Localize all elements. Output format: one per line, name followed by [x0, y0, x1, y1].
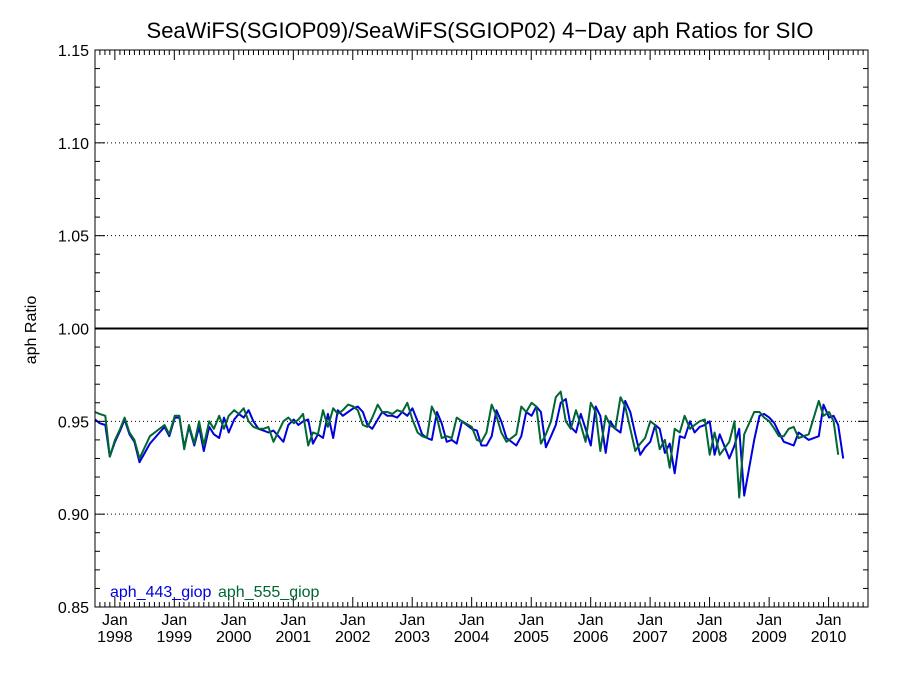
x-tick-year-label: 2008 — [692, 629, 728, 646]
x-tick-year-label: 2000 — [216, 629, 252, 646]
y-axis-label: aph Ratio — [23, 296, 40, 365]
x-tick-month-label: Jan — [221, 612, 247, 629]
y-tick-label: 1.00 — [58, 322, 89, 339]
y-axis-ticks: 0.85 0.90 0.95 1.00 1.05 1.10 1.15 — [58, 43, 868, 617]
y-tick-label: 0.95 — [58, 414, 89, 431]
x-tick-month-label: Jan — [816, 612, 842, 629]
legend-entry-aph_443_giop: aph_443_giop — [110, 584, 212, 601]
x-tick-month-label: Jan — [340, 612, 366, 629]
series-line-aph_555_giop — [94, 390, 840, 499]
x-tick-month-label: Jan — [637, 612, 663, 629]
legend: aph_443_giop aph_555_giop — [110, 584, 320, 601]
x-tick-month-label: Jan — [161, 612, 187, 629]
x-axis-ticks: Jan1998Jan1999Jan2000Jan2001Jan2002Jan20… — [94, 50, 864, 646]
x-tick-year-label: 2009 — [751, 629, 787, 646]
chart-title: SeaWiFS(SGIOP09)/SeaWiFS(SGIOP02) 4−Day … — [147, 18, 814, 43]
x-tick-year-label: 2003 — [394, 629, 430, 646]
x-tick-year-label: 2010 — [811, 629, 847, 646]
x-tick-month-label: Jan — [459, 612, 485, 629]
x-tick-month-label: Jan — [756, 612, 782, 629]
x-tick-year-label: 2006 — [573, 629, 609, 646]
series-group — [94, 390, 845, 499]
y-tick-label: 1.15 — [58, 43, 89, 60]
y-tick-label: 1.10 — [58, 136, 89, 153]
x-tick-month-label: Jan — [280, 612, 306, 629]
x-tick-year-label: 2004 — [454, 629, 490, 646]
y-tick-label: 0.90 — [58, 507, 89, 524]
x-tick-year-label: 2001 — [276, 629, 312, 646]
x-tick-year-label: 2005 — [513, 629, 549, 646]
legend-entry-aph_555_giop: aph_555_giop — [218, 584, 320, 601]
x-tick-month-label: Jan — [399, 612, 425, 629]
x-tick-month-label: Jan — [578, 612, 604, 629]
y-tick-label: 0.85 — [58, 600, 89, 617]
x-tick-year-label: 2002 — [335, 629, 371, 646]
series-line-aph_443_giop — [94, 398, 845, 497]
x-tick-year-label: 2007 — [632, 629, 668, 646]
x-tick-month-label: Jan — [697, 612, 723, 629]
x-tick-month-label: Jan — [518, 612, 544, 629]
x-tick-year-label: 1999 — [157, 629, 193, 646]
x-tick-year-label: 1998 — [97, 629, 133, 646]
y-tick-label: 1.05 — [58, 229, 89, 246]
x-tick-month-label: Jan — [102, 612, 128, 629]
